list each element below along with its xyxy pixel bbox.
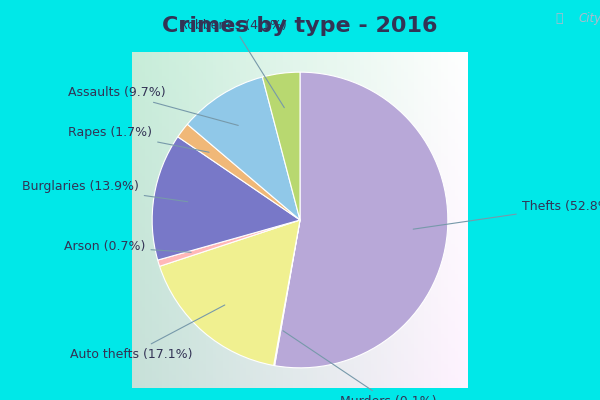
- Text: Arson (0.7%): Arson (0.7%): [64, 240, 191, 253]
- Wedge shape: [178, 124, 300, 220]
- Text: Crimes by type - 2016: Crimes by type - 2016: [162, 16, 438, 36]
- Text: Burglaries (13.9%): Burglaries (13.9%): [22, 180, 188, 202]
- Text: Robberies (4.1%): Robberies (4.1%): [179, 19, 287, 108]
- Text: Thefts (52.8%): Thefts (52.8%): [413, 200, 600, 229]
- Wedge shape: [187, 77, 300, 220]
- Text: Rapes (1.7%): Rapes (1.7%): [68, 126, 209, 152]
- Wedge shape: [160, 220, 300, 366]
- Text: Assaults (9.7%): Assaults (9.7%): [68, 86, 238, 126]
- Text: ⓘ: ⓘ: [556, 12, 563, 25]
- Text: Auto thefts (17.1%): Auto thefts (17.1%): [70, 305, 225, 361]
- Text: Murders (0.1%): Murders (0.1%): [283, 331, 437, 400]
- Text: City-Data.com: City-Data.com: [579, 12, 600, 25]
- Wedge shape: [274, 220, 300, 366]
- Wedge shape: [152, 137, 300, 260]
- Wedge shape: [262, 72, 300, 220]
- Wedge shape: [158, 220, 300, 266]
- Wedge shape: [275, 72, 448, 368]
